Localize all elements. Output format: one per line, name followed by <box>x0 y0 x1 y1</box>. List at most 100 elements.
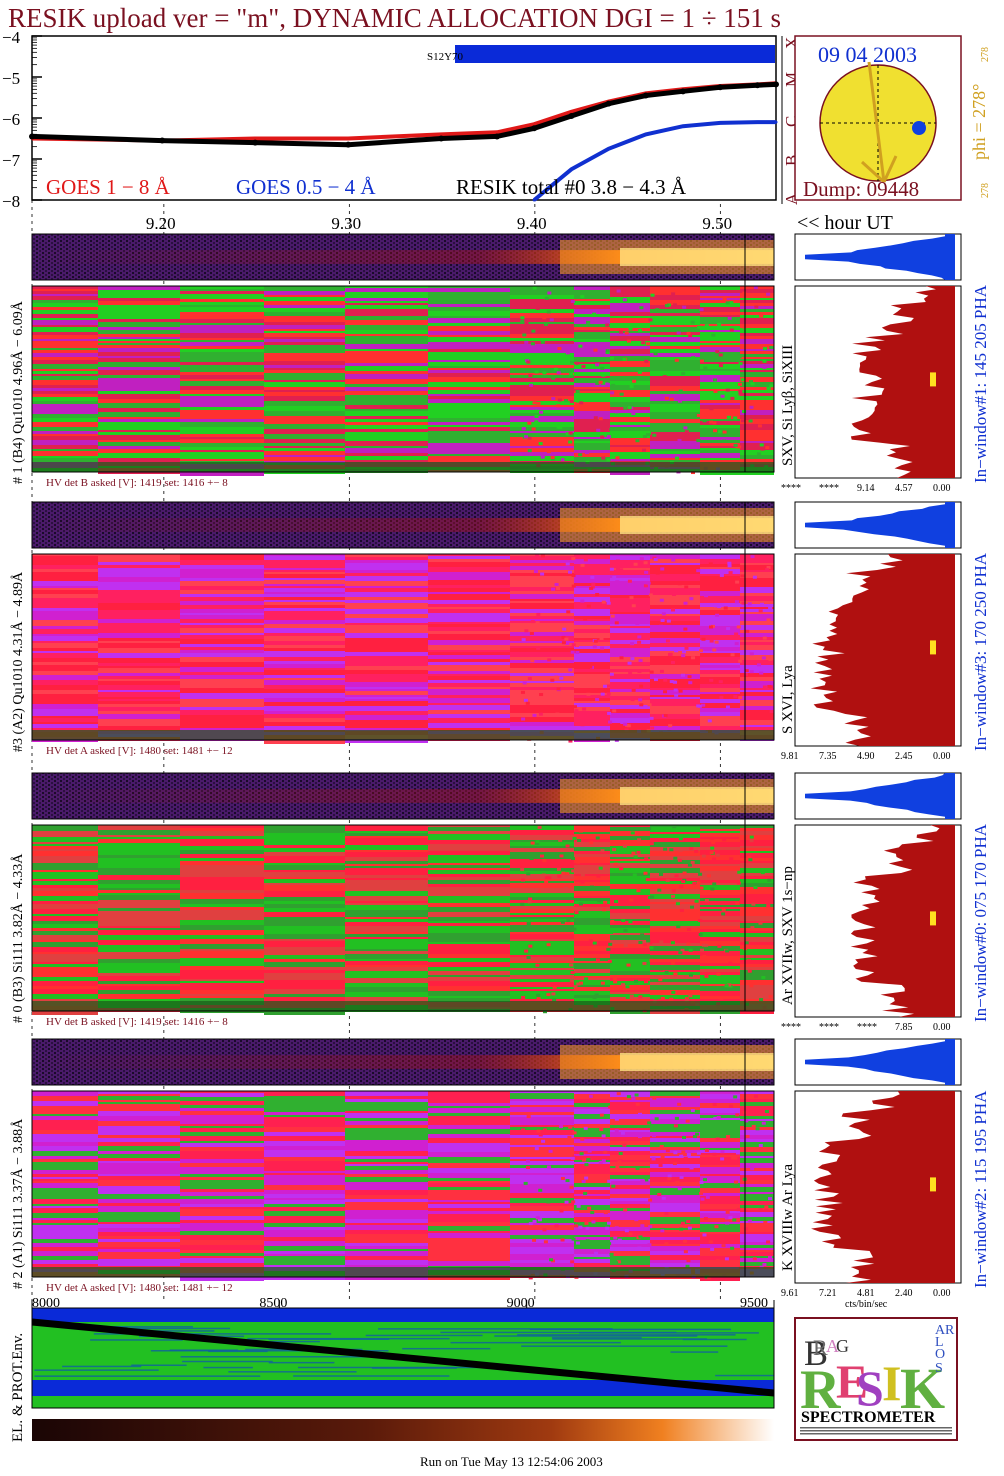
pha-window-marker <box>930 640 936 655</box>
pha-x-tick: 2.40 <box>895 1288 913 1299</box>
panel-spectrogram <box>32 554 774 744</box>
env-x-tick: 9000 <box>507 1296 535 1311</box>
class-label-c: C <box>782 116 801 127</box>
pha-x-tick: 4.81 <box>857 1288 875 1299</box>
phi-bottom: 278 <box>980 183 991 198</box>
series-point-1 <box>644 132 648 136</box>
panel-summary-frame <box>31 1038 775 1086</box>
series-point-2 <box>29 133 35 140</box>
env-x-tick: 8000 <box>32 1296 60 1311</box>
pha-x-tick: **** <box>857 1022 877 1033</box>
panel-channel-label: # 2 (A1) Si111 3.37Å − 3.88Å <box>10 1118 26 1289</box>
dump-number: Dump: 09448 <box>803 177 919 201</box>
env-panel: EL. & PROT.Env. <box>10 1307 775 1442</box>
pha-main-histogram <box>810 554 955 746</box>
pha-top-histogram <box>805 1039 955 1085</box>
series-point-0 <box>439 132 443 136</box>
spectral-panel-2: # 0 (B3) Si111 3.82Å − 4.33Å Ar XVIIw, SX… <box>10 772 990 1033</box>
logo-caption: SPECTROMETER <box>801 1409 936 1426</box>
series-point-2 <box>754 82 761 89</box>
pha-x-unit: cts/bin/sec <box>845 1299 888 1310</box>
lightcurve-series <box>29 81 779 202</box>
series-point-2 <box>773 81 779 88</box>
pha-window-label: In−window#0: 075 170 PHA <box>971 823 990 1022</box>
logo-letter-a2: A <box>935 1323 946 1338</box>
lightcurve-frame <box>31 35 777 201</box>
series-point-2 <box>345 141 352 148</box>
panel-spectral-lines: SXV, Si Lyβ, SiXIII <box>780 345 796 466</box>
panel-spectrogram-frame <box>31 1090 775 1278</box>
y-tick-label: −6 <box>2 110 20 129</box>
panel-spectral-lines: S XVI, Lya <box>780 665 796 734</box>
pha-x-tick: 7.35 <box>819 751 837 762</box>
series-line-1 <box>532 120 776 202</box>
pha-main-histogram <box>850 286 955 478</box>
panel-summary-core <box>620 787 774 805</box>
phi-angle: phi = 278° <box>969 84 989 160</box>
panel-spectrogram-frame <box>31 824 775 1012</box>
pha-main-histogram <box>811 1091 955 1283</box>
series-point-2 <box>494 133 500 140</box>
panel-spectrogram <box>32 1091 774 1281</box>
series-point-0 <box>532 122 536 126</box>
time-tick-label: 9.50 <box>702 214 732 233</box>
series-point-2 <box>438 135 445 142</box>
spectral-panels: # 1 (B4) Qu1010 4.96Å − 6.09Å SXV, Si Lyβ… <box>10 233 990 1310</box>
series-point-1 <box>607 147 611 151</box>
pha-window-marker <box>930 911 936 926</box>
series-point-1 <box>718 121 722 125</box>
pha-x-tick: 9.14 <box>857 483 875 494</box>
logo-letter-r2: R <box>800 1359 841 1421</box>
pha-main-histogram <box>850 825 955 1017</box>
pha-x-tick: **** <box>781 1022 801 1033</box>
colour-scale-bar <box>32 1419 774 1441</box>
pha-window-label: In−window#3: 170 250 PHA <box>971 552 990 751</box>
env-label: EL. & PROT.Env. <box>10 1333 26 1442</box>
logo-letter-o: O <box>935 1347 945 1362</box>
pha-window-marker <box>930 372 936 387</box>
page-title: RESIK upload ver = "m", DYNAMIC ALLOCATI… <box>8 3 781 33</box>
panel-summary-frame <box>31 233 775 281</box>
panel-spectral-lines: K XVIIIw Ar Lya <box>780 1164 796 1271</box>
logo-letter-k: K <box>900 1356 945 1421</box>
pha-window-marker <box>930 1177 936 1192</box>
panel-summary-frame <box>31 501 775 549</box>
time-tick-label: 9.30 <box>331 214 361 233</box>
pha-x-tick: 7.21 <box>819 1288 837 1299</box>
observation-date: 09 04 2003 <box>818 42 917 67</box>
panel-summary-core <box>620 248 774 266</box>
class-label-b: B <box>782 155 801 166</box>
panel-channel-label: # 1 (B4) Qu1010 4.96Å − 6.09Å <box>10 300 26 484</box>
panel-channel-label: #3 (A2) Qu1010 4.31Å − 4.89Å <box>10 571 26 752</box>
pha-x-tick: **** <box>819 483 839 494</box>
panel-spectrogram-frame <box>31 285 775 473</box>
panel-spectrogram <box>32 825 774 1015</box>
series-point-0 <box>346 137 350 140</box>
pha-x-tick: 4.90 <box>857 751 875 762</box>
pha-x-tick: 7.85 <box>895 1022 913 1033</box>
panel-spectrogram <box>32 286 774 476</box>
time-tick-label: 9.20 <box>146 214 176 233</box>
pha-x-tick: 9.61 <box>781 1288 799 1299</box>
logo-fineprint <box>800 1427 952 1435</box>
series-point-2 <box>252 139 259 146</box>
env-x-tick: 9500 <box>740 1296 768 1311</box>
y-tick-label: −4 <box>2 28 21 47</box>
y-tick-label: −5 <box>2 69 20 88</box>
series-point-0 <box>569 110 573 114</box>
series-point-0 <box>495 130 499 134</box>
pha-window-label: In−window#1: 145 205 PHA <box>971 284 990 483</box>
logo-letter-g: G <box>836 1336 849 1356</box>
flare-location-marker <box>912 121 926 135</box>
series-point-1 <box>681 124 685 128</box>
series-line-2 <box>31 81 777 148</box>
pha-x-tick: 2.45 <box>895 751 913 762</box>
panel-hv-status: HV det A asked [V]: 1480 set: 1481 +− 12 <box>46 745 233 757</box>
series-point-2 <box>680 88 686 95</box>
y-tick-label: −8 <box>2 192 20 211</box>
pha-x-tick: 0.00 <box>933 1288 951 1299</box>
panel-summary-frame <box>31 772 775 820</box>
panel-hv-status: HV det B asked [V]: 1419 set: 1416 +− 8 <box>46 1016 228 1028</box>
series-point-2 <box>159 137 166 144</box>
